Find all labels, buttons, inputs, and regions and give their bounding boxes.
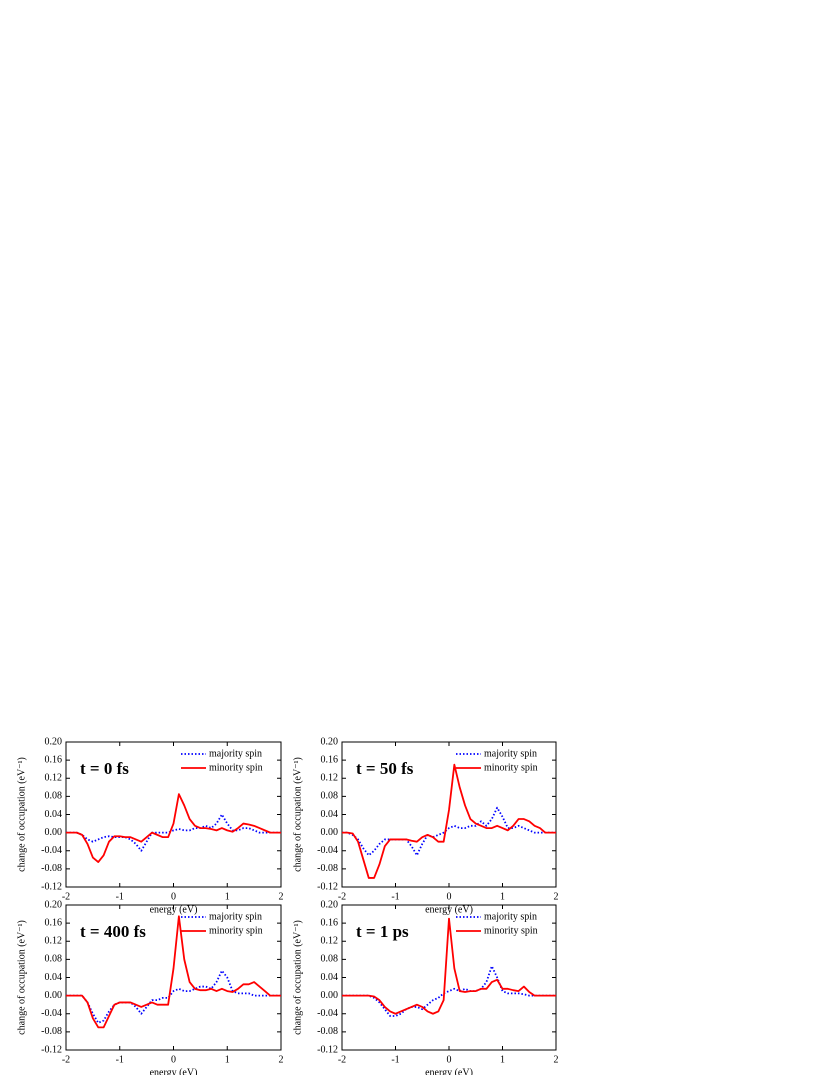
panel: 0.200.160.120.080.040.00-0.04-0.08-0.12-… <box>292 736 558 915</box>
y-tick-label: -0.04 <box>317 845 338 856</box>
y-tick-label: 0.08 <box>321 954 339 965</box>
y-tick-label: 0.16 <box>321 754 339 765</box>
y-tick-label: 0.16 <box>321 917 339 928</box>
y-tick-label: 0.16 <box>45 754 63 765</box>
data-line <box>342 763 556 879</box>
y-axis-label: change of occupation (eV⁻¹) <box>292 757 303 872</box>
x-tick-label: -2 <box>62 891 70 902</box>
y-tick-label: 0.08 <box>45 791 63 802</box>
panel-title: t = 0 fs <box>80 759 129 778</box>
x-axis-label: energy (eV) <box>150 1067 198 1075</box>
x-tick-label: -2 <box>338 891 346 902</box>
legend-label: minority spin <box>484 925 538 936</box>
x-tick-label: -1 <box>116 891 124 902</box>
x-tick-label: 0 <box>447 1054 452 1065</box>
y-tick-label: 0.12 <box>321 773 339 784</box>
x-tick-label: -2 <box>62 1054 70 1065</box>
data-line <box>342 917 556 1015</box>
x-tick-label: 2 <box>279 1054 284 1065</box>
legend-label: majority spin <box>484 911 537 922</box>
y-tick-label: 0.08 <box>321 791 339 802</box>
y-tick-label: 0.04 <box>321 809 339 820</box>
y-tick-label: -0.12 <box>317 881 338 892</box>
x-tick-label: 0 <box>171 891 176 902</box>
legend-label: majority spin <box>209 748 262 759</box>
x-tick-label: 0 <box>171 1054 176 1065</box>
panel: 0.200.160.120.080.040.00-0.04-0.08-0.12-… <box>16 899 283 1075</box>
x-tick-label: 1 <box>225 1054 230 1065</box>
data-line <box>66 969 281 1024</box>
y-tick-label: 0.08 <box>45 954 63 965</box>
panel-title: t = 50 fs <box>356 759 414 778</box>
x-tick-label: 2 <box>554 1054 559 1065</box>
y-tick-label: 0.04 <box>321 972 339 983</box>
legend-label: majority spin <box>209 911 262 922</box>
y-tick-label: -0.12 <box>41 1044 62 1055</box>
x-tick-label: 1 <box>500 891 505 902</box>
y-tick-label: 0.16 <box>45 917 63 928</box>
x-tick-label: 0 <box>447 891 452 902</box>
y-tick-label: 0.20 <box>45 899 63 910</box>
y-axis-label: change of occupation (eV⁻¹) <box>292 920 303 1035</box>
y-tick-label: 0.12 <box>45 936 63 947</box>
legend-label: minority spin <box>209 762 263 773</box>
panel: 0.200.160.120.080.040.00-0.04-0.08-0.12-… <box>292 899 558 1075</box>
x-axis-label: energy (eV) <box>425 1067 473 1075</box>
y-axis-label: change of occupation (eV⁻¹) <box>16 920 27 1035</box>
panel-title: t = 400 fs <box>80 922 146 941</box>
legend-label: minority spin <box>209 925 263 936</box>
y-tick-label: -0.08 <box>41 1026 62 1037</box>
y-tick-label: -0.04 <box>317 1008 338 1019</box>
data-line <box>342 965 556 1017</box>
panel: 0.200.160.120.080.040.00-0.04-0.08-0.12-… <box>16 736 283 915</box>
y-tick-label: 0.12 <box>45 773 63 784</box>
y-tick-label: -0.08 <box>317 1026 338 1037</box>
y-tick-label: 0.04 <box>45 809 63 820</box>
y-axis-label: change of occupation (eV⁻¹) <box>16 757 27 872</box>
legend-label: majority spin <box>484 748 537 759</box>
y-tick-label: -0.08 <box>317 863 338 874</box>
y-tick-label: -0.04 <box>41 1008 62 1019</box>
y-tick-label: 0.12 <box>321 936 339 947</box>
x-tick-label: 1 <box>500 1054 505 1065</box>
y-tick-label: -0.12 <box>317 1044 338 1055</box>
x-tick-label: -1 <box>116 1054 124 1065</box>
data-line <box>66 813 281 852</box>
x-tick-label: -1 <box>391 1054 399 1065</box>
y-tick-label: -0.08 <box>41 863 62 874</box>
y-tick-label: 0.00 <box>45 990 63 1001</box>
panel-title: t = 1 ps <box>356 922 409 941</box>
x-tick-label: 2 <box>554 891 559 902</box>
data-line <box>342 806 556 857</box>
x-tick-label: 1 <box>225 891 230 902</box>
y-tick-label: -0.04 <box>41 845 62 856</box>
data-line <box>66 915 281 1029</box>
x-tick-label: -1 <box>391 891 399 902</box>
legend-label: minority spin <box>484 762 538 773</box>
y-tick-label: 0.20 <box>45 736 63 747</box>
y-tick-label: 0.00 <box>45 827 63 838</box>
x-axis-label: energy (eV) <box>150 904 198 915</box>
y-tick-label: 0.04 <box>45 972 63 983</box>
y-tick-label: 0.20 <box>321 736 339 747</box>
y-tick-label: -0.12 <box>41 881 62 892</box>
y-tick-label: 0.00 <box>321 827 339 838</box>
y-tick-label: 0.00 <box>321 990 339 1001</box>
y-tick-label: 0.20 <box>321 899 339 910</box>
x-axis-label: energy (eV) <box>425 904 473 915</box>
x-tick-label: -2 <box>338 1054 346 1065</box>
data-line <box>66 793 281 863</box>
x-tick-label: 2 <box>279 891 284 902</box>
